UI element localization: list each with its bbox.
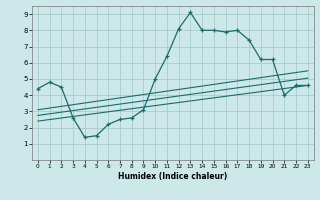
X-axis label: Humidex (Indice chaleur): Humidex (Indice chaleur): [118, 172, 228, 181]
